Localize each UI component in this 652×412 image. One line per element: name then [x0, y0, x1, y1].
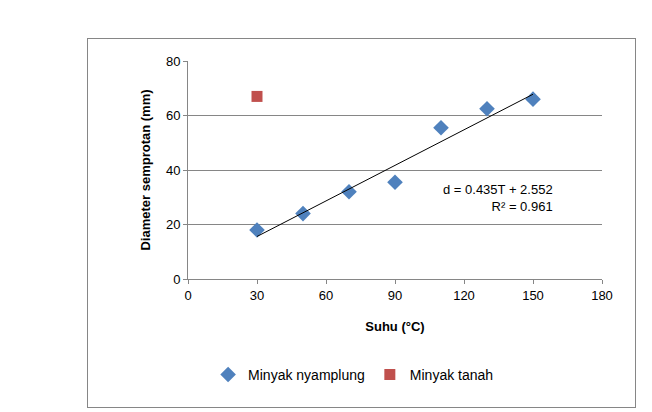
svg-text:30: 30 [250, 288, 264, 303]
svg-text:90: 90 [388, 288, 402, 303]
svg-text:180: 180 [591, 288, 613, 303]
svg-text:Minyak nyamplung: Minyak nyamplung [248, 367, 365, 383]
svg-text:Diameter semprotan (mm): Diameter semprotan (mm) [138, 89, 153, 250]
svg-text:d = 0.435T + 2.552R² = 0.961: d = 0.435T + 2.552R² = 0.961 [443, 182, 553, 214]
svg-text:60: 60 [319, 288, 333, 303]
svg-text:150: 150 [522, 288, 544, 303]
svg-text:60: 60 [166, 108, 180, 123]
svg-text:Minyak tanah: Minyak tanah [410, 367, 493, 383]
svg-text:Suhu (°C): Suhu (°C) [365, 319, 424, 334]
svg-text:40: 40 [166, 163, 180, 178]
svg-text:80: 80 [166, 54, 180, 69]
svg-text:0: 0 [184, 288, 191, 303]
svg-text:0: 0 [173, 272, 180, 287]
svg-text:20: 20 [166, 217, 180, 232]
svg-text:120: 120 [453, 288, 475, 303]
